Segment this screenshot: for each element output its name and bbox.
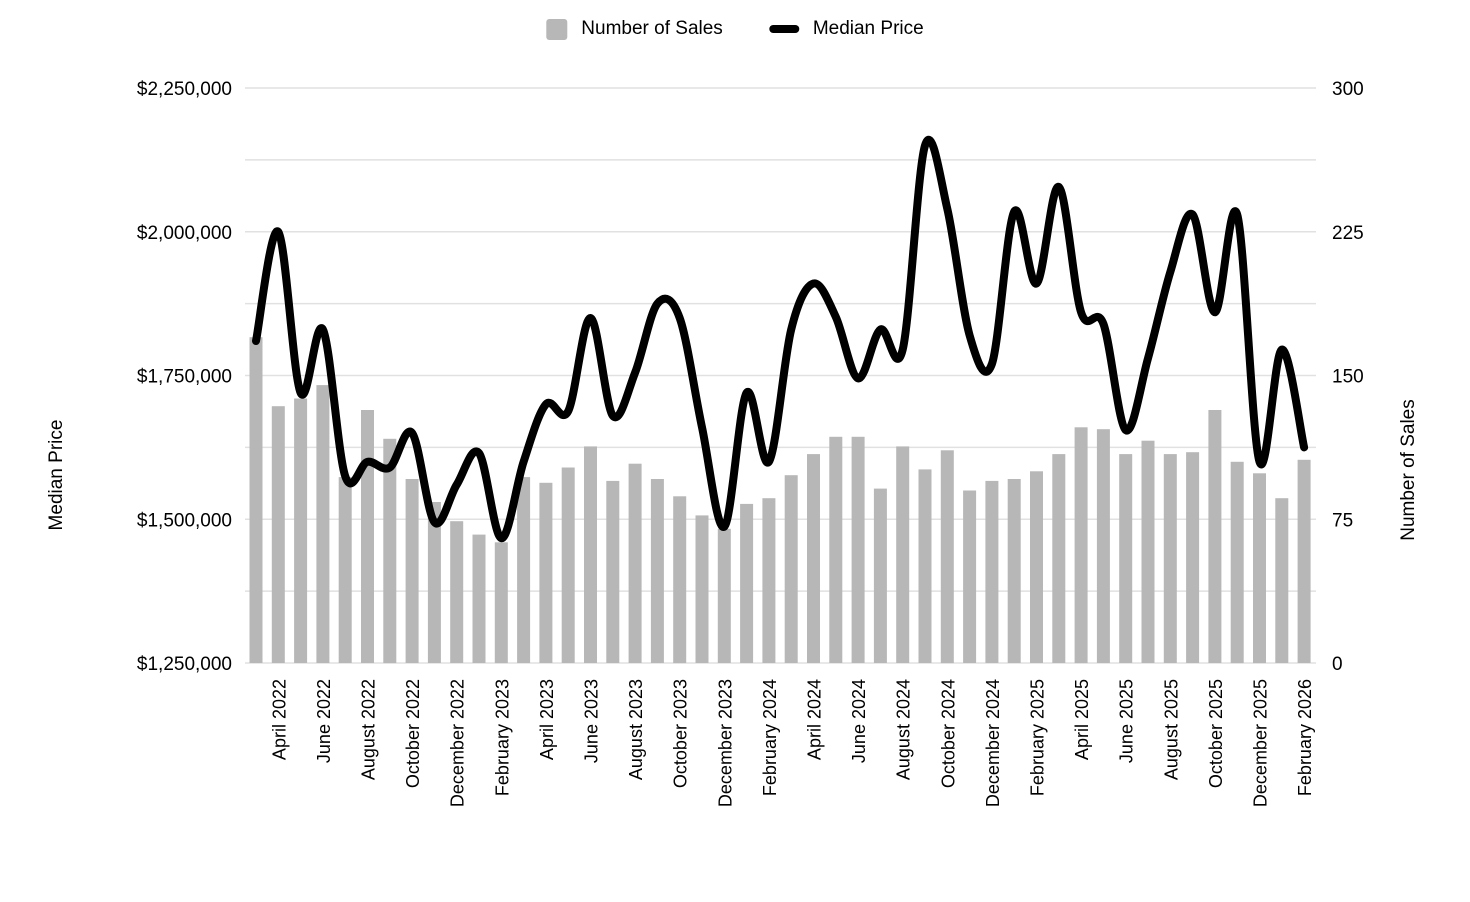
sales-bar — [1230, 461, 1244, 664]
sales-bar — [271, 406, 285, 663]
sales-bar — [539, 482, 553, 663]
left-axis-tick-label: $1,500,000 — [137, 510, 232, 531]
sales-bar — [606, 480, 620, 663]
sales-bar — [1253, 473, 1266, 664]
sales-bar — [963, 490, 977, 663]
x-axis-tick-label: December 2024 — [983, 679, 1003, 807]
x-axis-tick-label: June 2024 — [849, 679, 869, 763]
sales-bar — [873, 488, 887, 663]
sales-bar — [717, 528, 731, 663]
x-axis-tick-label: February 2023 — [492, 679, 512, 796]
sales-bar — [472, 534, 486, 663]
right-axis-tick-label: 75 — [1332, 510, 1353, 531]
left-axis-tick-label: $2,250,000 — [137, 79, 232, 100]
sales-bar — [450, 521, 464, 663]
x-axis-tick-label: August 2025 — [1161, 679, 1181, 780]
sales-bar — [829, 436, 843, 663]
sales-bar — [851, 436, 865, 663]
x-axis-tick-label: October 2024 — [938, 679, 958, 788]
sales-bar — [1208, 410, 1222, 663]
chart-legend: Number of Sales Median Price — [546, 18, 924, 40]
legend-price-label: Median Price — [812, 18, 924, 39]
sales-bar — [361, 410, 374, 663]
bar-swatch-icon — [546, 18, 568, 40]
sales-bar — [517, 477, 531, 663]
x-axis-tick-label: June 2023 — [582, 679, 602, 763]
sales-bar — [584, 446, 597, 663]
x-axis-tick-label: June 2022 — [314, 679, 334, 763]
x-axis-tick-label: April 2022 — [269, 679, 289, 760]
sales-bar — [1275, 498, 1289, 663]
sales-bar — [1052, 454, 1066, 663]
x-axis-tick-label: February 2025 — [1028, 679, 1048, 796]
sales-bar — [249, 337, 263, 663]
sales-bar — [427, 502, 441, 663]
sales-bar — [1030, 471, 1043, 663]
x-axis-tick-label: February 2024 — [760, 679, 780, 796]
sales-bar — [1163, 454, 1177, 663]
x-axis-tick-label: December 2025 — [1251, 679, 1271, 807]
legend-sales-label: Number of Sales — [581, 18, 723, 39]
x-axis-tick-label: June 2025 — [1117, 679, 1137, 763]
left-axis-tick-label: $1,250,000 — [137, 654, 232, 675]
line-swatch-icon — [768, 25, 799, 33]
x-axis-tick-label: October 2023 — [671, 679, 691, 788]
sales-bar — [1186, 452, 1200, 663]
legend-item-sales: Number of Sales — [546, 18, 723, 40]
sales-bar — [673, 496, 687, 664]
sales-bar — [896, 446, 910, 663]
x-axis-tick-label: August 2022 — [359, 679, 379, 780]
x-axis-tick-label: April 2024 — [805, 679, 825, 760]
median-price-line — [252, 135, 1309, 543]
sales-bar — [628, 463, 642, 663]
x-axis-tick-label: December 2022 — [448, 679, 468, 807]
sales-bar — [383, 438, 397, 664]
x-axis-tick-label: April 2025 — [1072, 679, 1092, 760]
right-axis-tick-label: 225 — [1332, 223, 1364, 244]
sales-bar — [1096, 429, 1110, 663]
sales-bar — [1007, 479, 1021, 663]
x-axis-tick-label: August 2023 — [626, 679, 646, 780]
sales-bar — [650, 479, 664, 663]
x-axis-tick-label: August 2024 — [894, 679, 914, 780]
sales-bar — [1141, 440, 1155, 663]
sales-bar — [918, 469, 932, 663]
sales-bar — [561, 467, 575, 663]
x-axis-tick-label: February 2026 — [1295, 679, 1315, 796]
sales-bar — [1297, 459, 1311, 663]
sales-bar — [695, 515, 709, 663]
right-axis-tick-label: 0 — [1332, 654, 1343, 675]
x-axis-tick-label: April 2023 — [537, 679, 557, 760]
right-axis-tick-label: 150 — [1332, 367, 1364, 388]
right-axis-tick-label: 300 — [1332, 79, 1364, 100]
x-axis-tick-label: October 2022 — [403, 679, 423, 788]
sales-bar — [985, 480, 999, 663]
x-axis-tick-label: October 2025 — [1206, 679, 1226, 788]
sales-bar — [807, 454, 820, 663]
sales-bar — [494, 542, 508, 664]
sales-bar — [338, 477, 352, 663]
sales-bar — [762, 498, 776, 663]
sales-bar — [784, 475, 798, 663]
sales-bar — [294, 398, 308, 663]
sales-bar — [316, 385, 330, 663]
sales-bar — [1119, 454, 1133, 663]
sales-bar — [940, 450, 954, 664]
sales-bar — [405, 479, 419, 663]
sales-bar — [740, 503, 754, 663]
x-axis-tick-label: December 2023 — [715, 679, 735, 807]
left-axis-tick-label: $1,750,000 — [137, 367, 232, 388]
left-axis-tick-label: $2,000,000 — [137, 223, 232, 244]
legend-item-price: Median Price — [768, 18, 924, 40]
sales-bar — [1074, 427, 1088, 664]
